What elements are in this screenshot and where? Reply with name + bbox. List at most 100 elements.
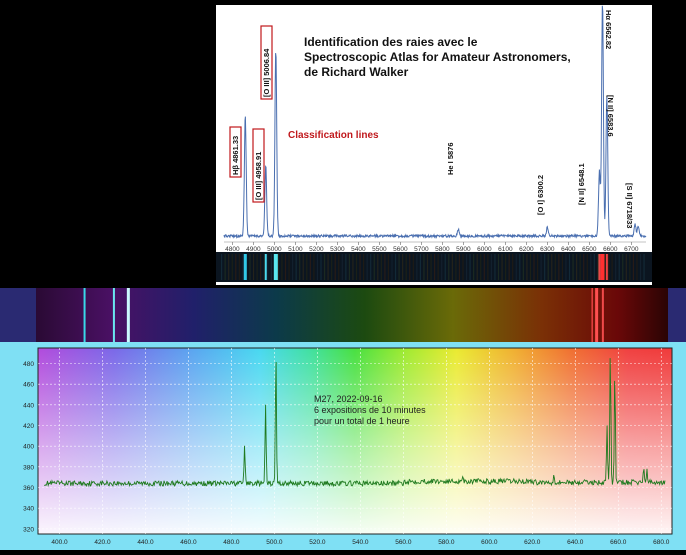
top-strip-texture [398,254,400,280]
top-line-label-text: [O III] 4958.91 [254,152,263,200]
top-title-line-2: Spectroscopic Atlas for Amateur Astronom… [304,50,571,64]
bottom-x-tick-label: 560.0 [395,539,412,546]
top-x-tick-label: 6300 [540,246,555,253]
top-strip-texture [508,254,510,280]
top-x-tick-label: 5300 [330,246,345,253]
top-strip-emission-line [243,254,247,280]
top-x-tick-label: 6000 [477,246,492,253]
top-strip-texture [515,254,517,280]
top-strip-texture [448,254,450,280]
top-strip-texture [572,254,574,280]
top-line-label-text: [O I] 6300.2 [536,175,545,215]
top-strip-texture [263,254,265,280]
annotation-line-3: pour un total de 1 heure [314,416,410,426]
top-strip-texture [387,254,390,280]
top-strip-texture [419,254,421,280]
top-strip-texture [373,254,375,280]
top-title: Identification des raies avec le Spectro… [304,35,571,79]
top-strip-texture [402,254,404,280]
top-strip-texture [295,254,297,280]
top-strip-texture [565,254,567,280]
bottom-x-tick-label: 580.0 [438,539,455,546]
top-strip-texture [370,254,372,280]
top-line-label: He I 5876 [446,142,455,175]
bottom-plot-border [37,347,673,535]
top-strip-lines [221,254,645,280]
top-strip-texture [363,254,365,280]
top-strip-texture [576,254,578,280]
top-strip-texture [380,254,382,280]
top-line-label: [N II] 6583.6 [606,95,615,137]
top-strip-texture [615,254,617,280]
top-strip-texture [299,254,301,280]
annotation-line-2: 6 expositions de 10 minutes [314,405,426,415]
bottom-grid [38,348,672,534]
top-strip-texture [423,254,425,280]
top-x-tick-label: 5800 [435,246,450,253]
top-line-label: Hβ 4861.33 [229,126,242,178]
top-strip-texture [327,254,329,280]
top-strip-texture [334,254,336,280]
top-strip-texture [320,254,322,280]
top-strip-texture [242,254,244,280]
top-x-tick-label: 5000 [267,246,282,253]
top-line-label-box [252,128,265,203]
bottom-y-tick-label: 440 [23,402,34,409]
top-strip-texture [494,254,496,280]
band-spectrum [36,288,668,342]
spectrum-band [0,288,686,342]
bottom-plot-fade [38,348,672,534]
top-strip-texture [643,254,645,280]
top-strip-texture [497,254,500,280]
bottom-y-axis: 320 340 360 380 400 420 440 460 480 [23,361,34,533]
top-strip-texture [590,254,592,280]
top-strip-texture [391,254,393,280]
bottom-y-tick-label: 360 [23,485,34,492]
top-strip-texture [522,254,524,280]
top-x-tick-label: 4900 [246,246,261,253]
top-x-tick-label: 5700 [414,246,429,253]
top-x-tick-label: 4800 [225,246,240,253]
bottom-x-tick-label: 400.0 [51,539,68,546]
top-line-label: [O I] 6300.2 [536,175,545,215]
top-strip-texture [359,254,361,280]
top-strip-texture [352,254,354,280]
top-strip-texture [629,254,631,280]
top-strip-texture [618,254,620,280]
top-strip-texture [551,254,553,280]
top-line-label-text: [N II] 6548.1 [577,163,586,205]
top-strip-texture [235,254,237,280]
top-strip-texture [260,254,262,280]
top-strip-texture [238,254,240,280]
band-emission-line [112,288,115,342]
top-strip-texture [249,254,251,280]
top-strip-texture [331,254,333,280]
top-strip-texture [625,254,627,280]
bottom-y-tick-label: 340 [23,506,34,513]
top-strip-texture [586,254,588,280]
top-strip-texture [465,254,468,280]
top-strip-texture [313,254,315,280]
top-strip-texture [355,254,358,280]
band-emission-line [591,288,593,342]
top-strip-texture [341,254,343,280]
top-strip-texture [302,254,304,280]
top-strip-texture [611,254,613,280]
top-strip-texture [544,254,546,280]
top-strip-emission-line [598,254,601,280]
top-plot-area [223,5,647,240]
top-x-tick-label: 6100 [498,246,513,253]
top-line-label: [O III] 5006.84 [260,25,273,100]
top-strip-texture [501,254,503,280]
top-strip-texture [426,254,429,280]
bottom-y-tick-label: 460 [23,382,34,389]
top-strip-texture [228,254,230,280]
top-line-label-box [229,126,242,178]
bottom-x-tick-label: 520.0 [309,539,326,546]
top-strip-texture [437,254,439,280]
top-strip-emission-line [264,254,267,280]
top-strip-texture [306,254,308,280]
top-spectrum-curve [223,5,647,240]
top-strip-texture [416,254,418,280]
top-strip-texture [348,254,350,280]
